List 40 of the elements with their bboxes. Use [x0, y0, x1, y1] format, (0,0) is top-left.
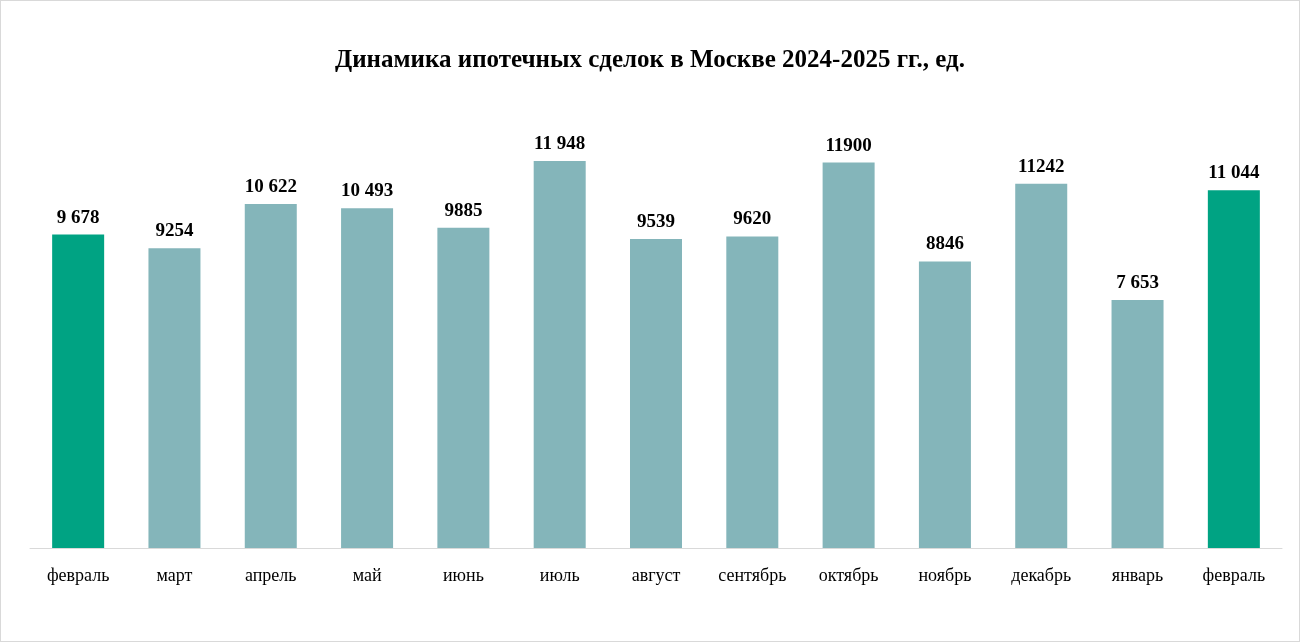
x-tick-label: сентябрь	[718, 565, 787, 585]
x-tick-label: май	[352, 565, 382, 585]
x-tick-label: ноябрь	[918, 565, 972, 585]
bar	[918, 261, 971, 548]
bar	[437, 227, 490, 548]
data-label: 11 044	[1208, 161, 1260, 183]
data-label: 10 493	[340, 179, 394, 201]
x-tick-label: январь	[1111, 565, 1164, 585]
x-tick-label: октябрь	[818, 565, 879, 585]
data-label: 10 622	[244, 174, 297, 196]
bar	[341, 208, 394, 548]
x-tick-label: декабрь	[1011, 565, 1072, 585]
data-label: 11242	[1018, 154, 1065, 176]
bar	[1015, 183, 1068, 548]
data-label: 11900	[825, 133, 872, 155]
bar	[822, 162, 875, 548]
data-label: 11 948	[534, 132, 586, 153]
chart-title: Динамика ипотечных сделок в Москве 2024-2025 гг., ед.	[335, 45, 965, 72]
x-tick-label: февраль	[46, 565, 110, 585]
x-tick-label: февраль	[1202, 565, 1266, 585]
data-label: 9885	[444, 198, 483, 220]
bar	[533, 161, 586, 548]
bar	[726, 236, 779, 548]
data-label: 9620	[733, 207, 772, 229]
bar	[244, 203, 297, 548]
data-label: 9539	[637, 210, 675, 232]
bar	[148, 248, 201, 548]
bar	[630, 239, 682, 548]
x-tick-label: март	[156, 565, 193, 585]
x-tick-label: июнь	[442, 565, 484, 585]
x-tick-label: июль	[539, 565, 580, 585]
x-tick-label: апрель	[244, 565, 297, 585]
data-label: 8846	[925, 232, 964, 254]
data-label: 9254	[155, 219, 194, 241]
data-label: 9 678	[56, 205, 100, 227]
bar	[1207, 190, 1260, 548]
x-tick-label: август	[631, 565, 681, 585]
bar	[52, 234, 105, 548]
bar	[1111, 300, 1164, 548]
data-label: 7 653	[1116, 271, 1159, 293]
